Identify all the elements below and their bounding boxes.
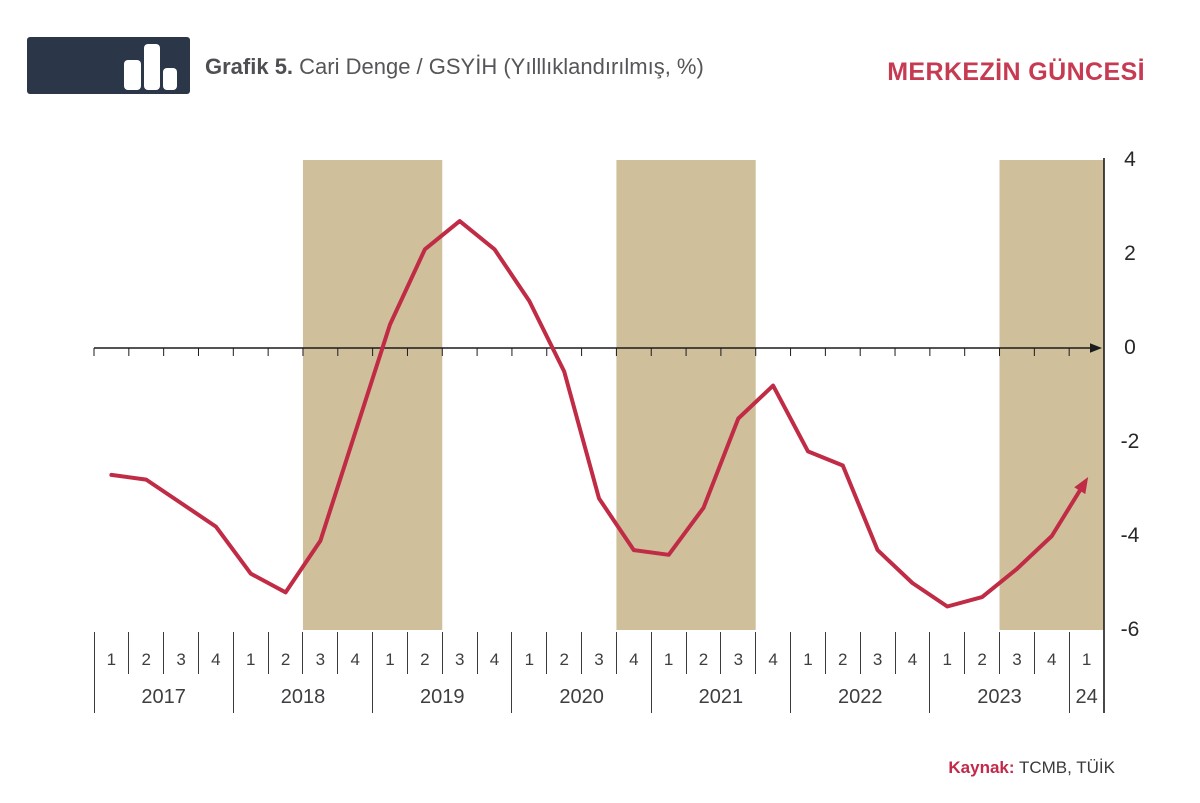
year-separator [929, 632, 931, 713]
shaded-band [616, 160, 756, 630]
source-note: Kaynak: TCMB, TÜİK [948, 758, 1115, 778]
quarter-label: 2 [141, 650, 151, 669]
quarter-separator [824, 632, 826, 674]
quarter-separator [163, 632, 165, 674]
year-label: 2023 [977, 686, 1022, 708]
year-separator [511, 632, 513, 713]
quarter-label: 2 [977, 650, 987, 669]
quarter-label: 3 [872, 650, 883, 669]
chart-title-number: Grafik 5. [205, 54, 294, 79]
quarter-label: 4 [629, 650, 639, 669]
quarter-label: 4 [489, 650, 500, 669]
quarter-label: 1 [245, 650, 256, 669]
quarter-label: 3 [594, 650, 604, 669]
y-axis-tick-label: -4 [1120, 524, 1140, 547]
shaded-band [302, 160, 443, 630]
source-text: TCMB, TÜİK [1014, 758, 1115, 777]
data-line-arrowhead [1074, 477, 1089, 495]
quarter-label: 2 [420, 650, 430, 669]
chart-title: Grafik 5. Cari Denge / GSYİH (Yılllıklan… [205, 54, 704, 80]
quarter-label: 1 [1081, 650, 1092, 669]
year-label: 2019 [420, 686, 465, 708]
year-label: 24 [1075, 686, 1098, 708]
source-label: Kaynak: [948, 758, 1015, 777]
quarter-separator [755, 632, 757, 674]
year-label: 2018 [280, 686, 326, 708]
quarter-separator [894, 632, 896, 674]
quarter-label: 3 [1012, 650, 1022, 669]
quarter-label: 1 [385, 650, 395, 669]
year-label: 2017 [141, 686, 186, 708]
year-label: 2022 [837, 686, 883, 708]
quarter-label: 1 [942, 650, 952, 669]
quarter-separator [720, 632, 722, 674]
shaded-band [999, 160, 1104, 630]
brand-logo-text: MERKEZİN GÜNCESİ [887, 58, 1145, 86]
y-axis-tick-label: -2 [1120, 430, 1140, 453]
quarter-label: 1 [524, 650, 535, 669]
quarter-separator [302, 632, 304, 674]
year-label: 2020 [559, 686, 604, 708]
quarter-label: 1 [803, 650, 813, 669]
y-axis-tick-label: 0 [1124, 336, 1136, 359]
y-axis-tick-label: -6 [1120, 618, 1140, 641]
quarter-label: 4 [211, 650, 221, 669]
quarter-separator [964, 632, 966, 674]
quarter-separator [406, 632, 408, 674]
year-separator [790, 632, 792, 713]
quarter-separator [999, 632, 1001, 674]
quarter-label: 3 [176, 650, 186, 669]
year-separator [93, 632, 95, 713]
year-label: 2021 [698, 686, 744, 708]
quarter-separator [197, 632, 199, 674]
y-axis-tick-label: 4 [1124, 148, 1136, 171]
quarter-separator [615, 632, 617, 674]
quarter-separator [441, 632, 443, 674]
year-separator [1068, 632, 1070, 713]
quarter-label: 4 [768, 650, 778, 669]
y-axis-tick-label: 2 [1124, 242, 1136, 265]
quarter-label: 2 [698, 650, 709, 669]
year-separator [372, 632, 374, 713]
quarter-separator [128, 632, 130, 674]
quarter-label: 1 [663, 650, 674, 669]
quarter-separator [581, 632, 583, 674]
quarter-label: 2 [280, 650, 291, 669]
quarter-label: 2 [838, 650, 848, 669]
quarter-separator [267, 632, 269, 674]
logo [27, 37, 190, 94]
quarter-separator [546, 632, 548, 674]
quarter-separator [1033, 632, 1035, 674]
quarter-label: 2 [559, 650, 569, 669]
year-separator [650, 632, 652, 713]
quarter-label: 4 [1047, 650, 1057, 669]
quarter-separator [685, 632, 687, 674]
zero-axis-arrow [1090, 343, 1102, 353]
quarter-label: 4 [350, 650, 360, 669]
data-line [109, 219, 1085, 609]
quarter-separator [476, 632, 478, 674]
quarter-label: 3 [315, 650, 326, 669]
quarter-label: 3 [733, 650, 744, 669]
quarter-label: 4 [907, 650, 918, 669]
quarter-label: 1 [106, 650, 117, 669]
year-separator [232, 632, 234, 713]
quarter-label: 3 [454, 650, 465, 669]
quarter-separator [859, 632, 861, 674]
quarter-separator [337, 632, 339, 674]
chart-title-text: Cari Denge / GSYİH (Yılllıklandırılmış, … [293, 54, 704, 79]
bar-chart-icon [124, 41, 179, 91]
